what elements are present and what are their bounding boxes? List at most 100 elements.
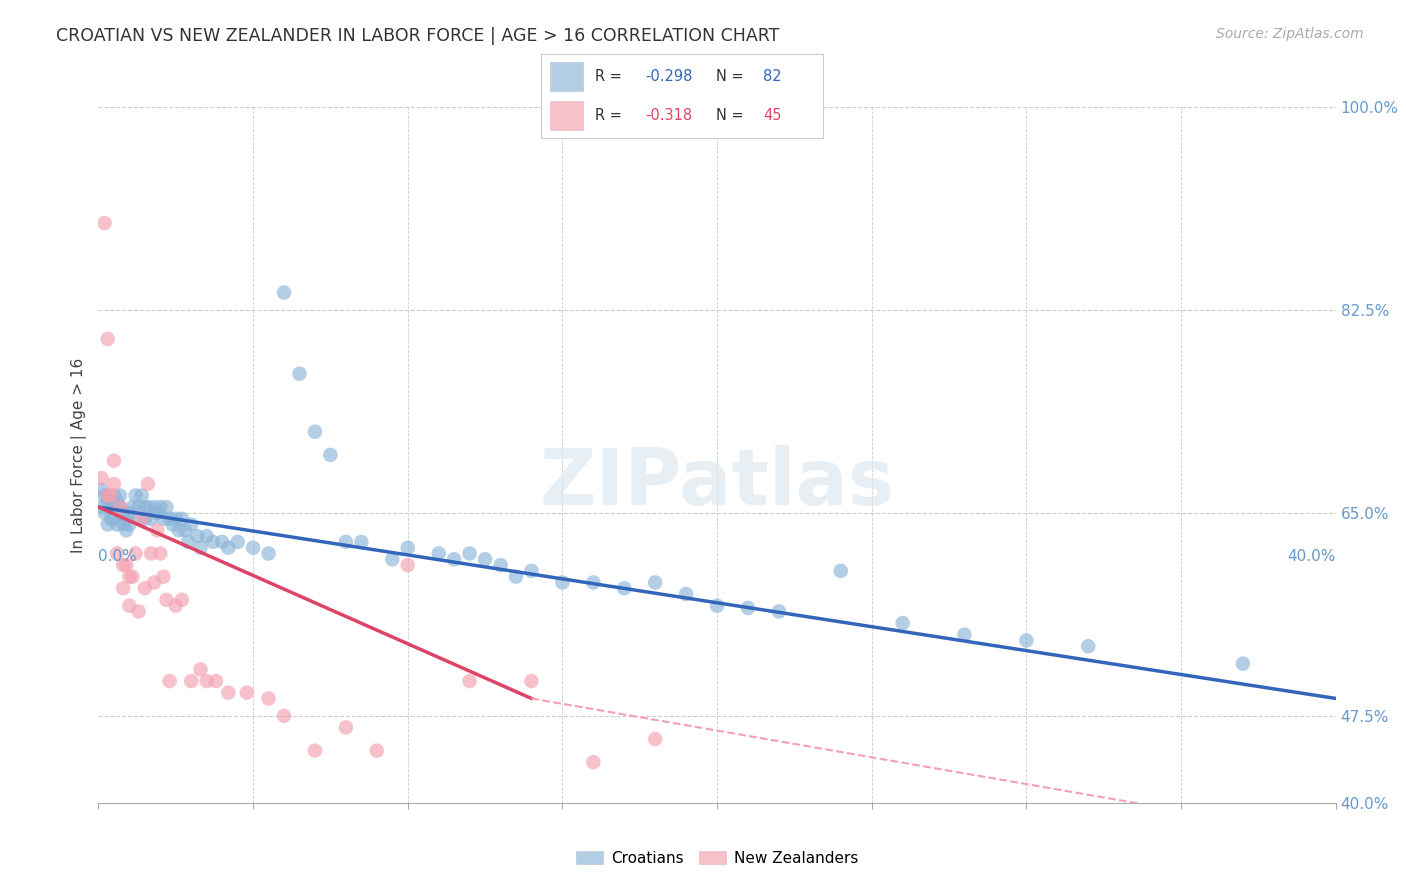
Point: [304, 425, 326, 439]
Text: N =: N =: [716, 108, 748, 123]
Point: [174, 523, 197, 537]
Text: Source: ZipAtlas.com: Source: ZipAtlas.com: [1216, 27, 1364, 41]
Point: [236, 685, 259, 699]
Point: [226, 534, 249, 549]
Point: [149, 546, 172, 560]
Text: 82: 82: [763, 69, 782, 84]
Point: [112, 558, 135, 573]
Text: R =: R =: [595, 108, 626, 123]
Point: [217, 685, 239, 699]
Point: [953, 628, 976, 642]
Point: [97, 332, 120, 346]
Point: [90, 500, 112, 514]
Point: [644, 731, 666, 746]
Point: [304, 744, 326, 758]
Point: [350, 534, 373, 549]
Point: [582, 575, 605, 590]
Point: [186, 529, 208, 543]
Point: [118, 569, 141, 583]
Point: [396, 541, 419, 555]
Point: [768, 605, 790, 619]
Point: [139, 546, 162, 560]
Point: [381, 552, 404, 566]
Point: [139, 511, 162, 525]
Point: [159, 674, 181, 689]
Point: [112, 506, 135, 520]
Point: [613, 582, 636, 596]
Point: [319, 448, 342, 462]
Text: 0.0%: 0.0%: [98, 549, 138, 564]
Point: [100, 494, 122, 508]
Point: [162, 517, 184, 532]
Point: [505, 569, 527, 583]
Point: [242, 541, 264, 555]
Point: [149, 500, 172, 514]
Point: [644, 575, 666, 590]
Point: [891, 615, 914, 630]
Point: [152, 511, 174, 525]
Point: [143, 575, 166, 590]
Point: [257, 546, 280, 560]
Point: [118, 506, 141, 520]
Point: [134, 500, 156, 514]
Point: [427, 546, 450, 560]
Point: [105, 517, 128, 532]
Point: [706, 599, 728, 613]
Point: [146, 506, 169, 520]
Point: [1232, 657, 1254, 671]
Point: [112, 517, 135, 532]
Point: [100, 511, 122, 525]
Point: [100, 488, 122, 502]
Bar: [550, 101, 583, 130]
Point: [105, 546, 128, 560]
Point: [97, 494, 120, 508]
Point: [93, 488, 115, 502]
Point: [201, 534, 224, 549]
Text: 40.0%: 40.0%: [1288, 549, 1336, 564]
Point: [737, 601, 759, 615]
Point: [93, 216, 115, 230]
Point: [167, 523, 190, 537]
Point: [180, 517, 202, 532]
Point: [108, 488, 131, 502]
Point: [489, 558, 512, 573]
Point: [128, 500, 150, 514]
Point: [474, 552, 496, 566]
Text: -0.318: -0.318: [645, 108, 693, 123]
Point: [118, 599, 141, 613]
Point: [165, 511, 187, 525]
Point: [830, 564, 852, 578]
Point: [170, 511, 193, 525]
Point: [458, 674, 481, 689]
Point: [159, 511, 181, 525]
Point: [143, 500, 166, 514]
Point: [211, 534, 233, 549]
Point: [103, 511, 125, 525]
Point: [180, 674, 202, 689]
Point: [366, 744, 388, 758]
Point: [93, 506, 115, 520]
Point: [97, 488, 120, 502]
Point: [190, 541, 212, 555]
Point: [1015, 633, 1038, 648]
Point: [520, 674, 543, 689]
Point: [551, 575, 574, 590]
Point: [443, 552, 465, 566]
Point: [124, 488, 146, 502]
Text: ZIPatlas: ZIPatlas: [540, 445, 894, 521]
Point: [273, 285, 295, 300]
Point: [520, 564, 543, 578]
Point: [1077, 639, 1099, 653]
Text: -0.298: -0.298: [645, 69, 693, 84]
Point: [131, 488, 153, 502]
Point: [458, 546, 481, 560]
Point: [103, 476, 125, 491]
Point: [195, 674, 218, 689]
Point: [288, 367, 311, 381]
Point: [257, 691, 280, 706]
Point: [195, 529, 218, 543]
Point: [108, 500, 131, 514]
Text: R =: R =: [595, 69, 626, 84]
Point: [90, 483, 112, 497]
Text: 45: 45: [763, 108, 782, 123]
